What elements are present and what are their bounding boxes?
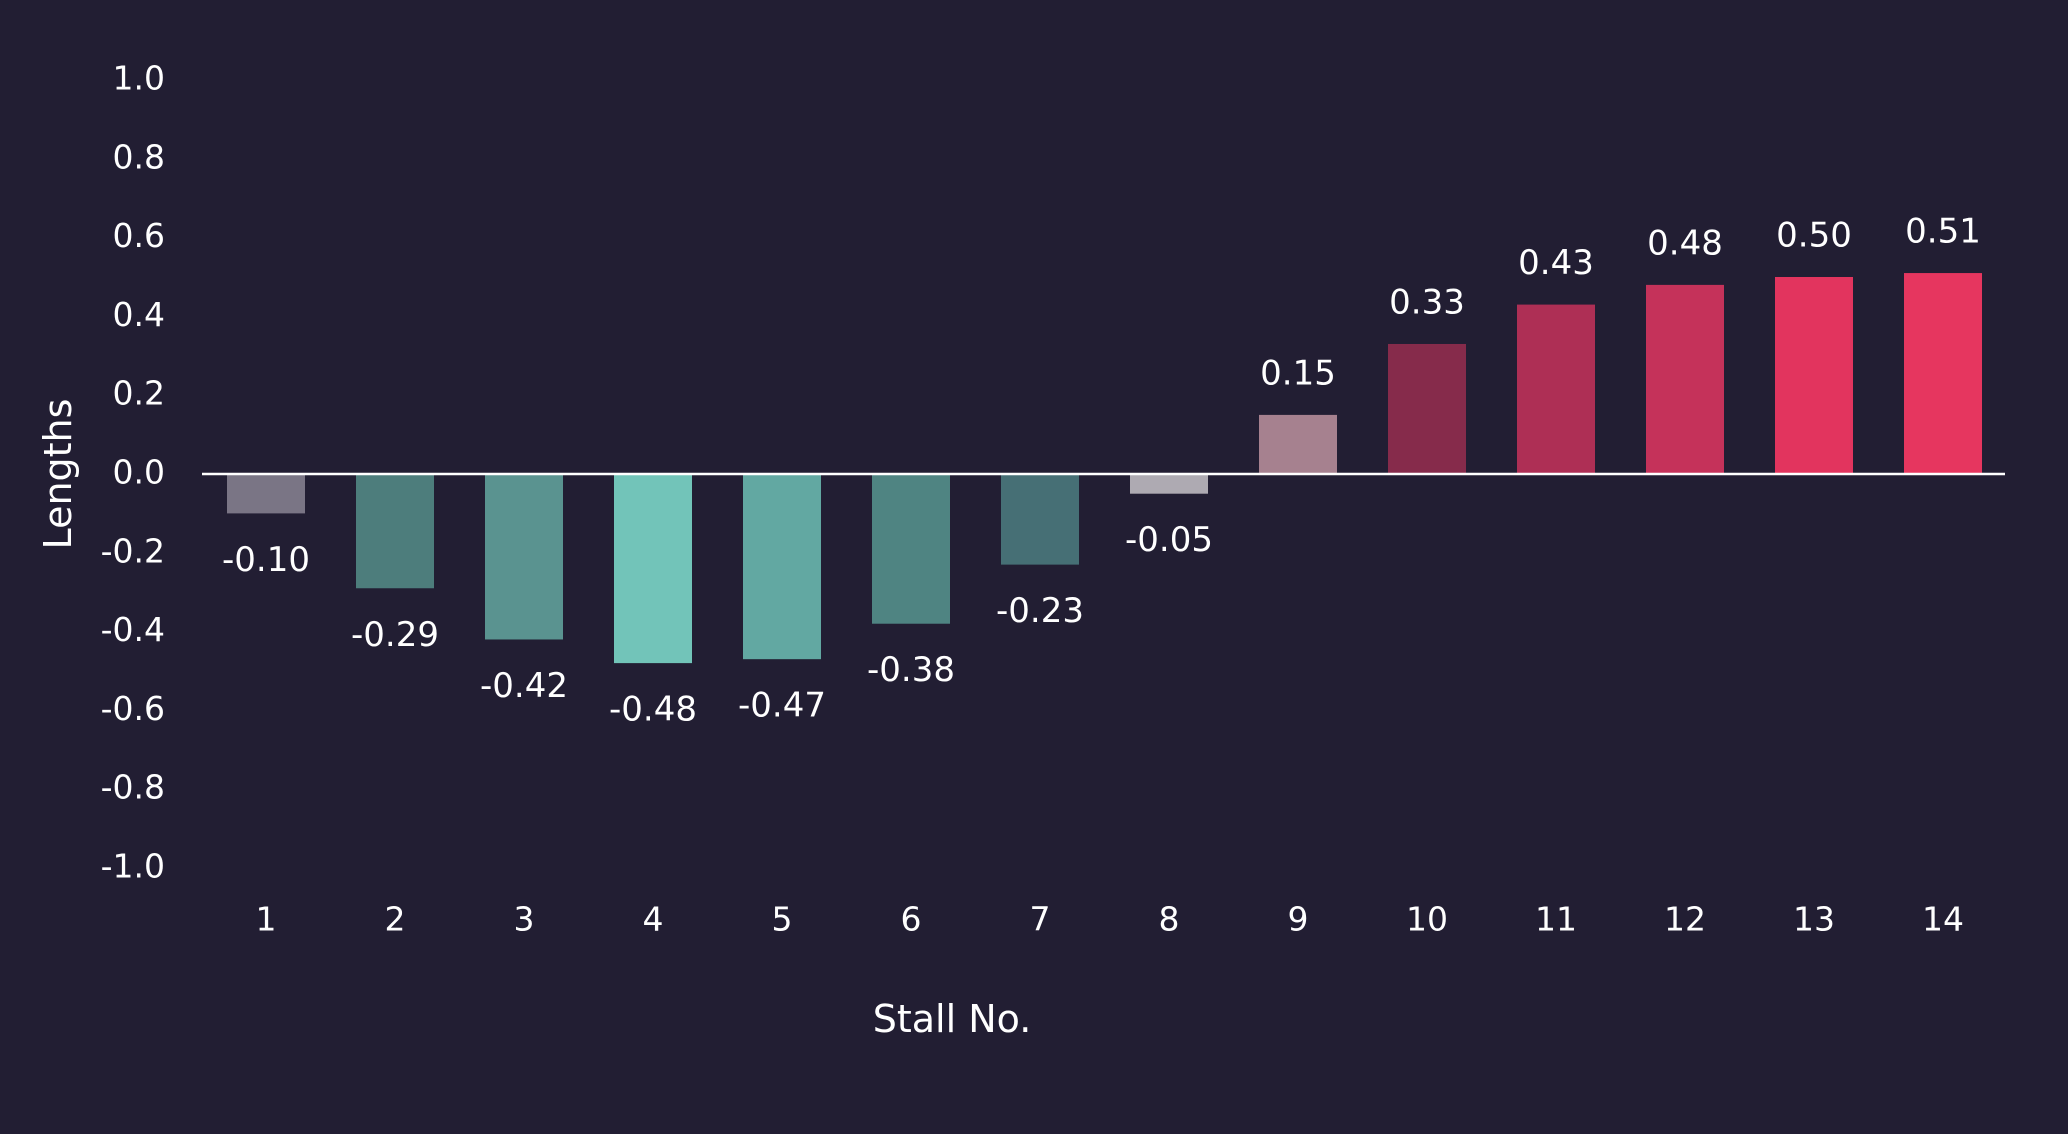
- bar: [1517, 304, 1595, 474]
- data-labels: -0.10 -0.29 -0.42 -0.48 -0.47 -0.38 -0.23 -0.05…: [222, 212, 1981, 730]
- y-tick-label: -0.8: [101, 768, 165, 807]
- x-tick-label: 14: [1922, 900, 1964, 939]
- x-tick-label: 13: [1793, 900, 1835, 939]
- x-tick-label: 5: [772, 900, 793, 939]
- bar: [1130, 474, 1208, 494]
- data-label: -0.42: [480, 666, 568, 706]
- x-tick-label: 7: [1030, 900, 1051, 939]
- x-tick-label: 9: [1288, 900, 1309, 939]
- bar: [1388, 343, 1466, 474]
- bar: [614, 474, 692, 664]
- bar: [743, 474, 821, 660]
- data-label: 0.48: [1647, 223, 1723, 263]
- y-tick-label: -0.2: [101, 531, 165, 570]
- data-label: -0.38: [867, 650, 955, 690]
- bar: [485, 474, 563, 640]
- data-label: 0.15: [1260, 353, 1336, 393]
- bar: [1646, 284, 1724, 474]
- y-tick-label: 0.4: [113, 295, 165, 334]
- x-tick-label: 6: [901, 900, 922, 939]
- y-tick-label: 1.0: [113, 59, 165, 98]
- bar: [1259, 414, 1337, 474]
- x-tick-label: 1: [256, 900, 277, 939]
- y-tick-label: 0.2: [113, 374, 165, 413]
- data-label: -0.05: [1125, 520, 1213, 560]
- bar: [872, 474, 950, 624]
- y-axis-ticks: 1.0 0.8 0.6 0.4 0.2 0.0 -0.2 -0.4 -0.6 -0.8 -1.0: [101, 59, 165, 886]
- x-tick-label: 8: [1159, 900, 1180, 939]
- bar: [1775, 277, 1853, 474]
- x-tick-label: 4: [643, 900, 664, 939]
- y-tick-label: -1.0: [101, 847, 165, 886]
- data-label: 0.51: [1905, 212, 1981, 252]
- x-tick-label: 10: [1406, 900, 1448, 939]
- x-axis-title: Stall No.: [873, 997, 1032, 1041]
- data-label: -0.29: [351, 615, 439, 655]
- x-tick-label: 11: [1535, 900, 1577, 939]
- x-tick-label: 12: [1664, 900, 1706, 939]
- y-tick-label: -0.4: [101, 610, 165, 649]
- bar: [1904, 273, 1982, 474]
- y-tick-label: 0.6: [113, 216, 165, 255]
- data-label: 0.43: [1518, 243, 1594, 283]
- y-tick-label: -0.6: [101, 689, 165, 728]
- x-tick-label: 3: [514, 900, 535, 939]
- bar: [1001, 474, 1079, 565]
- x-axis-ticks: 1 2 3 4 5 6 7 8 9 10 11 12 13 14: [256, 900, 1965, 939]
- data-label: -0.10: [222, 540, 310, 580]
- bar: [356, 474, 434, 589]
- data-label: -0.48: [609, 690, 697, 730]
- y-tick-label: 0.0: [113, 453, 165, 492]
- data-label: -0.23: [996, 591, 1084, 631]
- y-axis-title: Lengths: [36, 399, 80, 550]
- x-tick-label: 2: [385, 900, 406, 939]
- bars: [227, 273, 1982, 664]
- y-tick-label: 0.8: [113, 137, 165, 176]
- bar: [227, 474, 305, 514]
- data-label: 0.33: [1389, 282, 1465, 322]
- data-label: -0.47: [738, 686, 826, 726]
- data-label: 0.50: [1776, 216, 1852, 256]
